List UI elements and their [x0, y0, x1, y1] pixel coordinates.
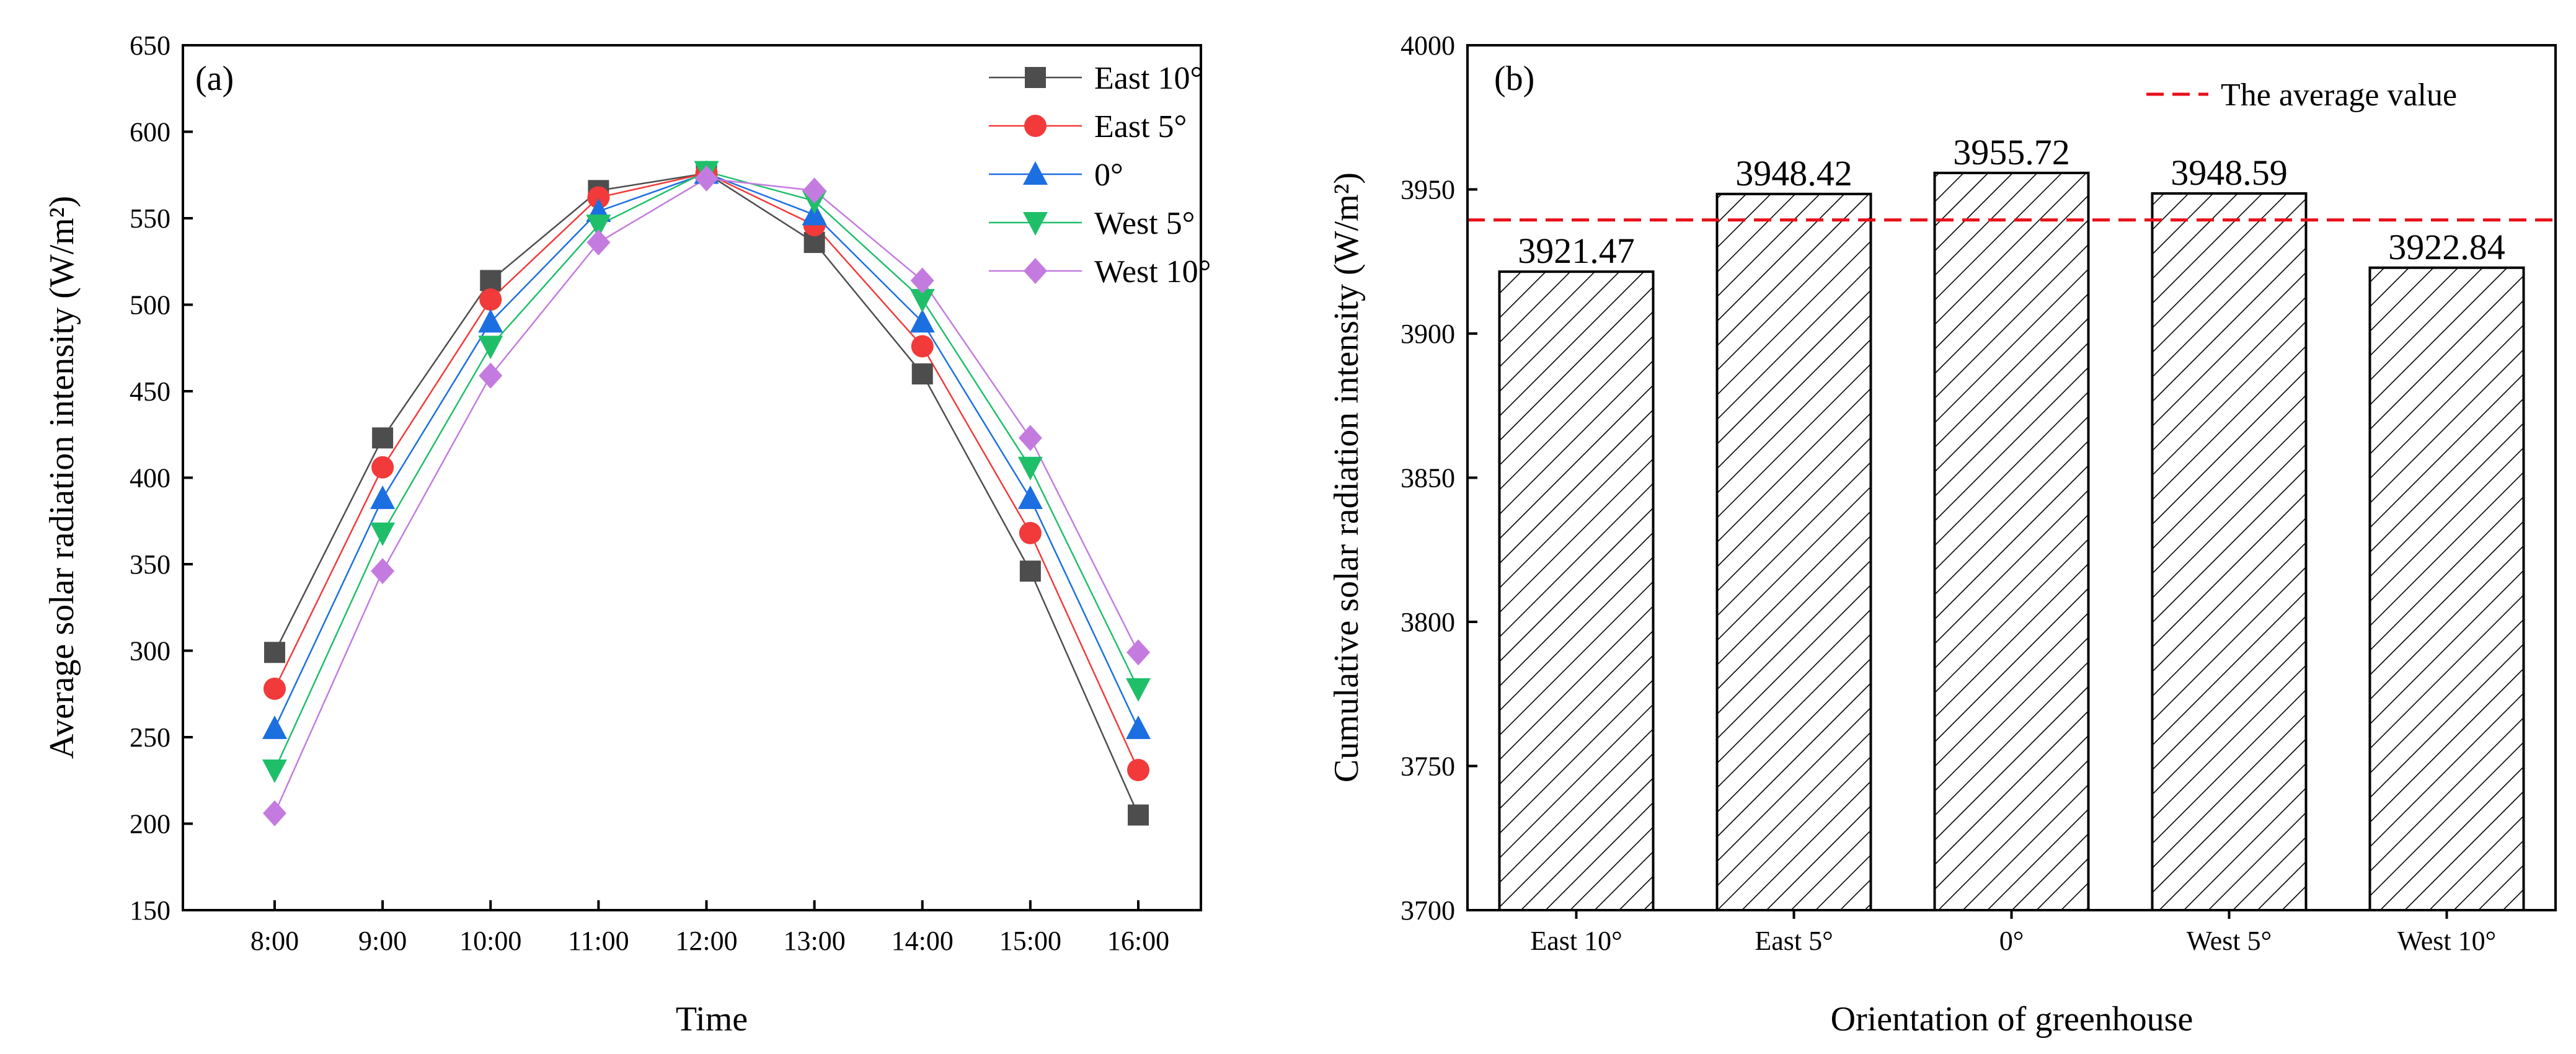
data-point — [1019, 560, 1041, 582]
data-point — [479, 362, 503, 389]
data-point — [587, 186, 610, 209]
x-tick-label: West 5° — [2187, 926, 2272, 956]
bar-value-label: 3921.47 — [1518, 231, 1635, 271]
legend-marker — [1024, 258, 1047, 284]
data-point — [478, 335, 503, 360]
legend-marker — [1024, 115, 1047, 137]
x-axis-label-a: Time — [676, 1000, 748, 1038]
y-tick-label: 500 — [130, 290, 170, 321]
data-point — [371, 456, 394, 479]
y-tick-label: 550 — [130, 203, 170, 234]
data-point — [910, 309, 935, 333]
data-point — [1126, 639, 1150, 666]
legend-label: 0° — [1094, 157, 1123, 193]
x-tick-label: 9:00 — [358, 926, 407, 956]
data-point — [694, 165, 719, 192]
bar — [1715, 192, 1872, 911]
data-point — [1017, 456, 1043, 480]
data-point — [478, 309, 503, 333]
y-tick-label: 600 — [130, 117, 170, 148]
bar — [1933, 171, 2090, 912]
x-tick-label: 13:00 — [784, 926, 846, 956]
y-tick-label: 3750 — [1401, 751, 1455, 782]
x-tick-label: West 10° — [2397, 926, 2496, 956]
y-tick-label: 250 — [130, 722, 170, 753]
y-tick-label: 3850 — [1401, 463, 1455, 494]
y-tick-label: 3950 — [1401, 175, 1455, 205]
bar — [1498, 270, 1655, 911]
legend-marker — [1025, 67, 1046, 88]
data-point — [371, 558, 395, 585]
data-point — [370, 485, 396, 509]
data-point — [262, 715, 287, 740]
x-tick-label: East 5° — [1755, 926, 1833, 956]
bar-value-label: 3948.42 — [1735, 153, 1852, 193]
data-point — [1019, 521, 1042, 544]
panel-label-b: (b) — [1494, 60, 1534, 98]
bar-value-label: 3948.59 — [2171, 153, 2288, 193]
y-tick-label: 4000 — [1401, 30, 1455, 61]
y-tick-label: 3700 — [1401, 895, 1455, 926]
data-point — [911, 335, 934, 358]
x-tick-label: 10:00 — [459, 926, 521, 956]
data-point — [1018, 425, 1042, 451]
y-axis-label-a: Average solar radiation intensity (W/m²) — [43, 196, 81, 759]
legend-label: East 10° — [1094, 61, 1203, 96]
data-point — [262, 760, 287, 784]
data-point — [802, 177, 826, 204]
x-tick-label: 12:00 — [675, 926, 737, 956]
legend-label: East 5° — [1094, 109, 1187, 144]
data-point — [264, 642, 285, 663]
data-point — [480, 270, 502, 291]
data-point — [910, 289, 935, 313]
y-tick-label: 650 — [130, 30, 170, 61]
legend-label: West 5° — [1094, 206, 1195, 241]
average-legend-label: The average value — [2221, 78, 2457, 113]
panel-label-a: (a) — [195, 60, 234, 98]
data-point — [586, 215, 611, 239]
y-axis-label-b: Cumulative solar radiation intensity (W/… — [1327, 172, 1366, 782]
y-tick-label: 150 — [130, 895, 170, 926]
y-tick-label: 3800 — [1401, 607, 1455, 637]
panel-a-background — [0, 0, 1302, 1054]
data-point — [911, 363, 933, 385]
x-tick-label: 8:00 — [250, 926, 299, 956]
x-tick-label: 14:00 — [892, 926, 954, 956]
bar — [2151, 192, 2308, 911]
y-tick-label: 200 — [130, 809, 170, 839]
data-point — [1017, 485, 1043, 509]
data-point — [910, 267, 934, 294]
data-point — [586, 229, 611, 256]
legend-a: East 10° East 5° 0° West 5° West 10° — [989, 61, 1211, 290]
data-point — [1126, 715, 1151, 740]
x-tick-label: 0° — [1999, 926, 2024, 956]
data-point — [479, 288, 502, 311]
data-point — [1128, 804, 1149, 826]
legend-marker — [1023, 212, 1048, 236]
data-point — [1127, 759, 1149, 782]
x-tick-label: 15:00 — [999, 926, 1061, 956]
data-point — [372, 427, 394, 449]
bar — [2368, 266, 2525, 912]
data-point — [1126, 678, 1151, 702]
y-tick-label: 3900 — [1401, 319, 1455, 349]
x-tick-label: 11:00 — [568, 926, 629, 956]
x-tick-label: East 10° — [1530, 926, 1622, 956]
bar-value-label: 3922.84 — [2388, 227, 2505, 267]
y-tick-label: 350 — [130, 549, 170, 580]
data-point — [263, 677, 286, 700]
bar-value-label: 3955.72 — [1953, 132, 2070, 172]
legend-marker — [1023, 161, 1048, 185]
y-tick-label: 450 — [130, 376, 170, 407]
bar-chart-panel: 3700 3750 3800 3850 3900 3950 4000 East 10° Eas… — [1302, 0, 2576, 1054]
data-point — [370, 522, 396, 546]
line-chart-panel: 150 200 250 300 350 400 450 500 550 600 650 8:00 9:… — [0, 0, 1302, 1054]
data-point — [263, 800, 286, 826]
x-axis-label-b: Orientation of greenhouse — [1831, 1000, 2193, 1038]
legend-label: West 10° — [1094, 254, 1211, 290]
x-tick-label: 16:00 — [1107, 926, 1169, 956]
y-tick-label: 300 — [130, 636, 170, 666]
y-tick-label: 400 — [130, 463, 170, 494]
